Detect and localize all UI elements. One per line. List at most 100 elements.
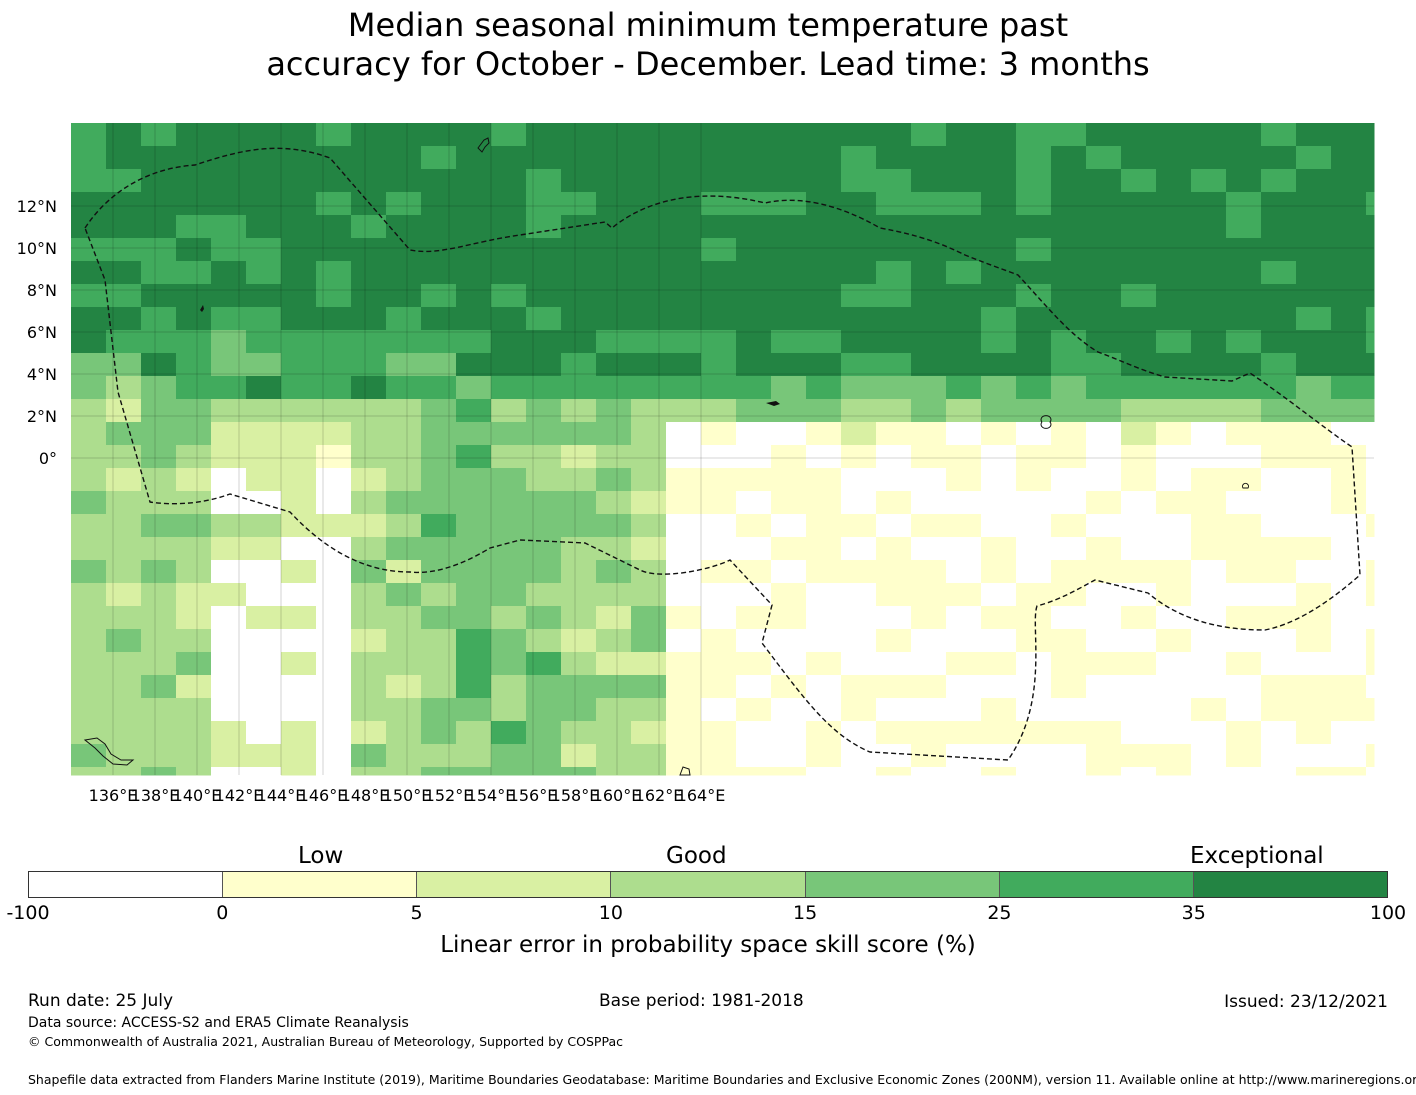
lon-tick-label: 160°E [593, 786, 642, 805]
grid-cell [281, 238, 317, 262]
grid-cell [141, 215, 177, 239]
grid-cell [106, 537, 142, 561]
grid-cell [1366, 583, 1375, 607]
grid-cell [281, 399, 317, 423]
grid-cell [1121, 146, 1157, 170]
grid-cell [386, 422, 422, 446]
grid-cell [631, 698, 667, 722]
grid-cell [491, 514, 527, 538]
grid-cell [596, 652, 632, 676]
grid-cell [1226, 215, 1262, 239]
grid-cell [351, 284, 387, 308]
grid-cell [386, 445, 422, 469]
grid-cell [421, 330, 457, 354]
grid-cell [771, 399, 807, 423]
grid-cell [1156, 284, 1192, 308]
grid-cell [561, 146, 597, 170]
grid-cell [456, 767, 492, 776]
grid-cell [1261, 583, 1297, 607]
grid-cell [1296, 307, 1332, 331]
grid-cell [631, 238, 667, 262]
grid-cell [1121, 468, 1157, 492]
grid-cell [876, 353, 912, 377]
grid-cell [141, 721, 177, 745]
grid-cell [246, 192, 282, 216]
grid-cell [946, 376, 982, 400]
grid-cell [316, 146, 352, 170]
grid-cell [526, 261, 562, 285]
grid-cell [246, 606, 282, 630]
grid-cell [526, 445, 562, 469]
grid-cell [456, 514, 492, 538]
grid-cell [736, 169, 772, 193]
grid-cell [806, 169, 842, 193]
grid-cell [1016, 146, 1052, 170]
grid-cell [421, 491, 457, 515]
grid-cell [421, 629, 457, 653]
chart-title: Median seasonal minimum temperature past… [0, 6, 1416, 84]
grid-cell [736, 330, 772, 354]
grid-cell [946, 215, 982, 239]
grid-cell [1261, 169, 1297, 193]
grid-cell [946, 606, 982, 630]
grid-cell [1051, 307, 1087, 331]
grid-cell [841, 123, 877, 147]
grid-cell [1366, 606, 1375, 630]
grid-cell [1296, 422, 1332, 446]
grid-cell [1191, 123, 1227, 147]
grid-cell [736, 606, 772, 630]
grid-cell [981, 491, 1017, 515]
grid-cell [351, 767, 387, 776]
grid-cell [526, 537, 562, 561]
grid-cell [1191, 238, 1227, 262]
grid-cell [1086, 767, 1122, 776]
grid-cell [1191, 652, 1227, 676]
grid-cell [561, 606, 597, 630]
lon-tick-label: 140°E [173, 786, 222, 805]
grid-cell [491, 744, 527, 768]
grid-cell [71, 146, 107, 170]
grid-cell [1051, 422, 1087, 446]
grid-cell [211, 606, 247, 630]
grid-cell [71, 307, 107, 331]
grid-cell [351, 675, 387, 699]
grid-cell [176, 445, 212, 469]
lat-tick-label: 8°N [27, 281, 57, 300]
grid-cell [946, 560, 982, 584]
grid-cell [106, 468, 142, 492]
grid-cell [316, 514, 352, 538]
grid-cell [771, 583, 807, 607]
grid-cell [491, 537, 527, 561]
grid-cell [1226, 675, 1262, 699]
grid-cell [246, 169, 282, 193]
grid-cell [1016, 261, 1052, 285]
grid-cell [911, 376, 947, 400]
grid-cell [1226, 560, 1262, 584]
grid-cell [1051, 675, 1087, 699]
grid-cell [421, 606, 457, 630]
grid-cell [491, 215, 527, 239]
grid-cell [841, 330, 877, 354]
grid-cell [106, 767, 142, 776]
grid-cell [71, 399, 107, 423]
grid-cell [841, 353, 877, 377]
grid-cell [456, 123, 492, 147]
grid-cell [771, 307, 807, 331]
grid-cell [736, 721, 772, 745]
colorbar-tick-label: 0 [216, 902, 229, 924]
grid-cell [456, 169, 492, 193]
grid-cell [281, 261, 317, 285]
grid-cell [246, 514, 282, 538]
grid-cell [421, 698, 457, 722]
grid-cell [946, 261, 982, 285]
grid-cell [386, 123, 422, 147]
grid-cell [106, 675, 142, 699]
grid-cell [316, 284, 352, 308]
grid-cell [351, 652, 387, 676]
grid-cell [1156, 445, 1192, 469]
grid-cell [1121, 514, 1157, 538]
grid-cell [876, 721, 912, 745]
grid-cell [386, 146, 422, 170]
grid-cell [666, 399, 702, 423]
grid-cell [736, 422, 772, 446]
